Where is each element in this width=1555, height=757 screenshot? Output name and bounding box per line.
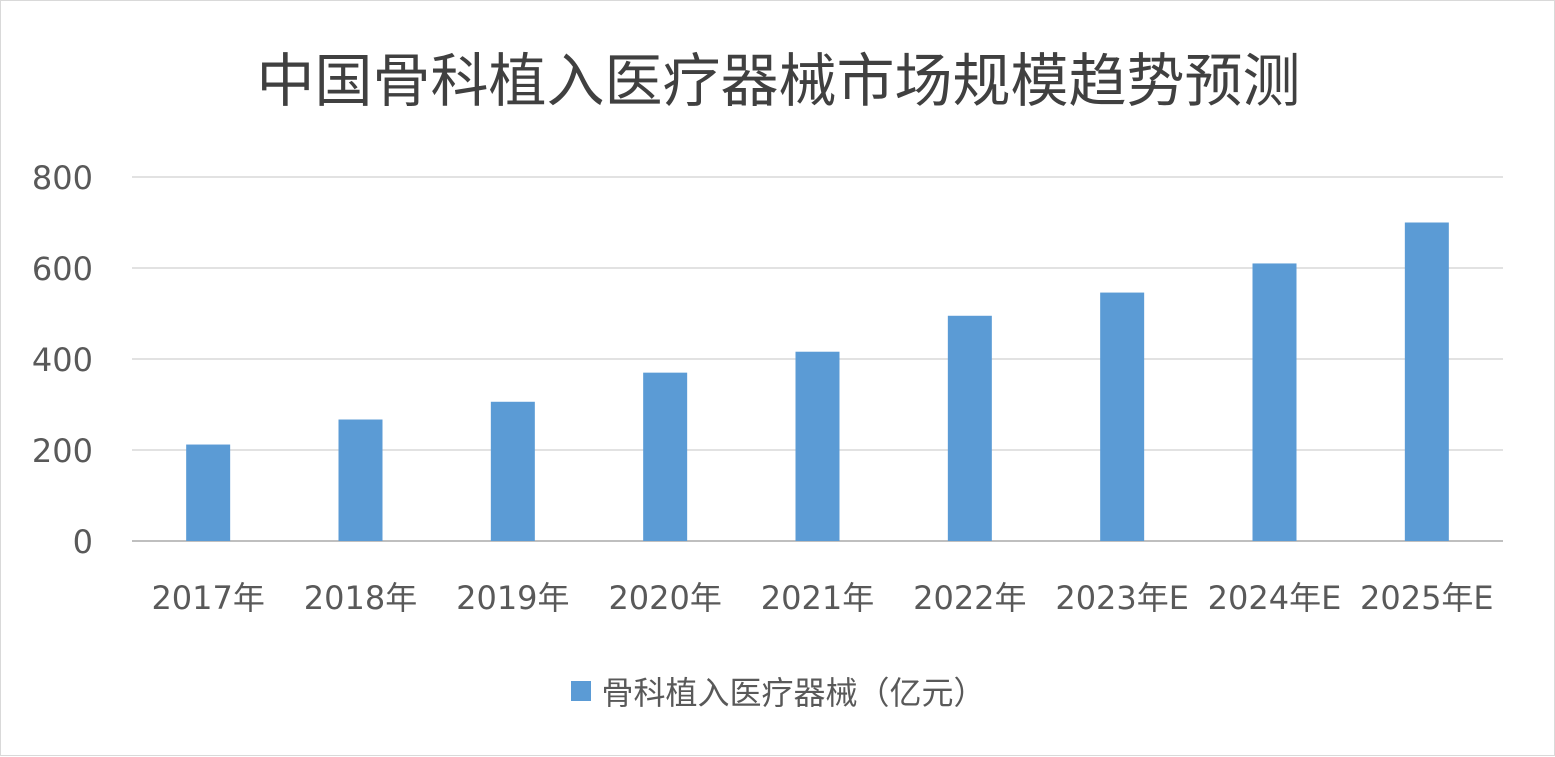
bar (795, 351, 840, 541)
x-tick-label: 2023年E (1055, 579, 1189, 617)
y-tick-label: 200 (32, 432, 93, 470)
x-tick-label: 2021年 (761, 579, 874, 617)
x-tick-label: 2025年E (1360, 579, 1494, 617)
y-tick-label: 800 (32, 159, 93, 197)
bar (643, 372, 688, 541)
bar (1100, 292, 1145, 541)
x-tick-label: 2017年 (151, 579, 264, 617)
legend-label: 骨科植入医疗器械（亿元） (601, 674, 986, 712)
bar (1404, 222, 1449, 541)
bar (947, 315, 992, 541)
legend-swatch (571, 681, 592, 701)
x-tick-label: 2022年 (913, 579, 1026, 617)
bar (490, 401, 535, 541)
bar (186, 444, 231, 541)
chart-title: 中国骨科植入医疗器械市场规模趋势预测 (256, 47, 1301, 115)
x-tick-label: 2024年E (1208, 579, 1342, 617)
y-tick-label: 0 (73, 523, 93, 561)
x-tick-label: 2018年 (304, 579, 417, 617)
legend: 骨科植入医疗器械（亿元） (1, 666, 1555, 716)
bar (1252, 263, 1297, 541)
x-tick-label: 2019年 (456, 579, 569, 617)
y-tick-label: 400 (32, 341, 93, 379)
bar (338, 419, 383, 541)
y-tick-label: 600 (32, 250, 93, 288)
x-tick-label: 2020年 (608, 579, 721, 617)
